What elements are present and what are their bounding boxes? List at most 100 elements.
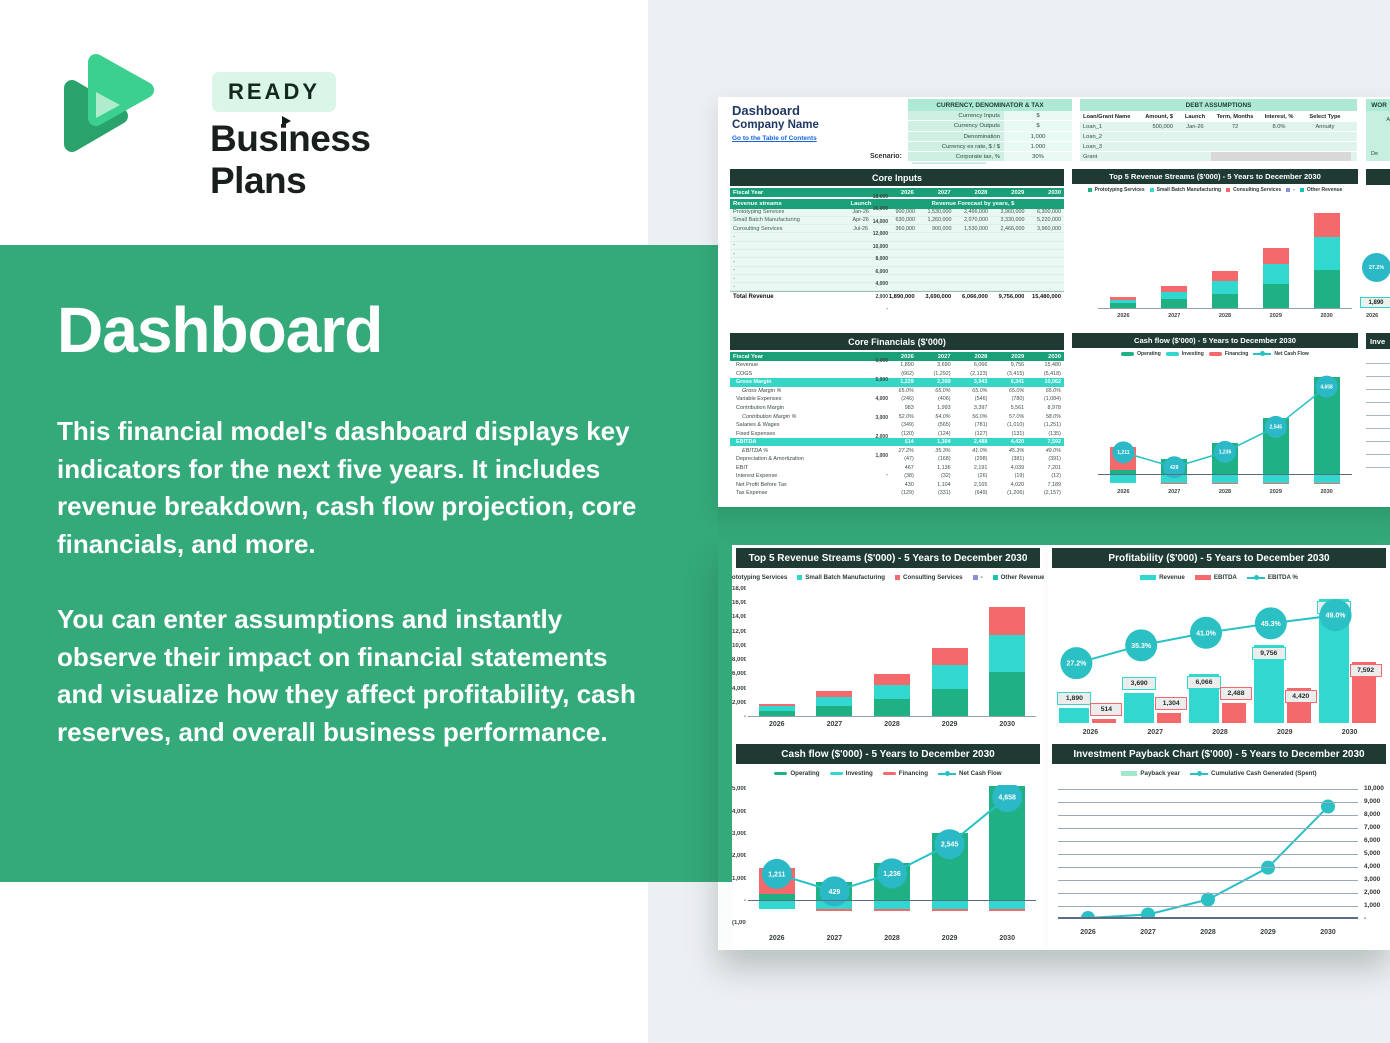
financial-value: (565) — [938, 422, 951, 429]
y-tick-label: 8,000 — [1364, 811, 1381, 818]
debt-header: Select Type — [1309, 113, 1341, 120]
data-bubble — [1125, 629, 1158, 662]
legend-item: Consulting Services — [895, 574, 963, 581]
ebitda-value-label: 4,420 — [1284, 689, 1317, 703]
y-tick-label: 5,000 — [732, 786, 746, 793]
financial-value: (546) — [974, 396, 988, 403]
stream-value: 900,000 — [895, 209, 916, 216]
legend-item: Prototyping Services — [732, 574, 787, 581]
total-value: 9,756,000 — [998, 293, 1025, 300]
core-financials-rows: Revenue 1,890 3,690 6,066 9,756 15,480 COGS (66… — [730, 361, 1064, 498]
revenue-stream-row: - — [730, 241, 1064, 250]
x-tick-label: 2027 — [826, 935, 843, 942]
panel-cashflow-bottom: Cash flow ($'000) - 5 Years to December … — [732, 741, 1044, 950]
y-tick-label: 6,000 — [875, 268, 888, 275]
financial-label: Depreciation & Amortization — [736, 456, 804, 463]
financial-value: 58.0% — [1045, 413, 1061, 420]
bar-segment — [758, 706, 795, 711]
y-tick-label: 14,000 — [732, 614, 746, 621]
stream-value: 1,530,000 — [964, 225, 988, 232]
financial-value: (1,010) — [1007, 422, 1025, 429]
financial-value: 3,397 — [973, 405, 988, 411]
x-tick-label: 2030 — [999, 721, 1015, 728]
revenue-stream-row: Small Batch Manufacturing Apr-26 630,000 1,… — [730, 216, 1064, 226]
debt-cell — [1135, 152, 1179, 161]
legend-label: - — [1293, 187, 1295, 193]
revenue-stream-row: - — [730, 249, 1064, 259]
debt-row: Loan_1 500,000 Jan-26 72 8.0% Annuity — [1080, 121, 1357, 132]
debt-cell — [1259, 142, 1299, 151]
x-tick-label: 2029 — [1260, 929, 1276, 936]
data-bubble — [1190, 616, 1222, 649]
x-tick-label: 2029 — [1269, 313, 1282, 319]
revenue-value-label: 1,890 — [1360, 297, 1390, 308]
ebitda-bar — [1157, 712, 1182, 723]
chart-line: 429 — [1170, 465, 1179, 471]
financial-value: 1,890 — [900, 362, 914, 369]
financial-value: 9,756 — [1010, 362, 1025, 369]
table-of-contents-link[interactable]: Go to the Table of Contents — [732, 135, 817, 142]
chart-cashflow-top: Cash flow ($'000) - 5 Years to December … — [875, 333, 1358, 501]
financial-value: 57.0% — [1008, 413, 1025, 420]
financial-value: 35.3% — [935, 447, 951, 454]
y-tick-label: 3,000 — [875, 415, 888, 422]
bar-segment-negative — [1212, 482, 1238, 484]
financial-value: (406) — [938, 396, 951, 403]
legend-item: Net Cash Flow — [937, 770, 1002, 777]
chart-line: 4,658 — [1320, 384, 1333, 390]
hero-paragraph-1: This financial model's dashboard display… — [57, 416, 637, 560]
bar-segment — [931, 647, 968, 666]
data-bubble — [761, 858, 792, 889]
chart-plot: 18,000 16,000 14,000 12,000 10,000 8,000 6,000… — [732, 586, 1036, 728]
debt-cell — [1179, 142, 1211, 151]
working-capital-panel-clipped: WOR A De — [1366, 99, 1390, 161]
bars — [748, 589, 1036, 717]
stream-name: - — [733, 242, 735, 249]
bar-segment-negative — [874, 900, 910, 910]
core-inputs-table: Core Inputs Fiscal Year 2026 2027 2028 2029 2… — [730, 169, 1064, 302]
financial-row: Salaries & Wages (349) (565) (781) (1,010) (1… — [730, 420, 1064, 430]
ebitda-value-label: 514 — [1090, 702, 1123, 716]
--legend-icon — [972, 575, 978, 580]
financial-row: Revenue 1,890 3,690 6,066 9,756 15,480 — [730, 361, 1064, 370]
chart-title: Cash flow ($'000) - 5 Years to December … — [736, 744, 1040, 764]
chart-line: 429 — [829, 889, 841, 896]
chart-plot: 5,000 4,000 3,000 2,000 1,000 - (1,000) 1,211 4… — [732, 785, 1036, 942]
green-divider-band — [718, 507, 1390, 545]
financial-value: (298) — [974, 456, 988, 463]
financial-value: 1,104 — [937, 481, 951, 488]
bar-segment — [1262, 263, 1289, 285]
play-logo-icon — [64, 54, 154, 152]
currency-label: Denomination — [908, 131, 1004, 141]
brand-logo: READY Business Plans — [50, 40, 470, 201]
data-bubble — [1141, 907, 1155, 919]
financial-value: (649) — [974, 490, 988, 497]
bar-segment — [989, 672, 1026, 717]
revenue-stream-row: - — [730, 283, 1064, 292]
financial-row: Contribution Margin 983 1,993 3,397 5,561 8,9… — [730, 403, 1064, 413]
core-inputs-title: Core Inputs — [730, 169, 1064, 186]
gridline — [1058, 854, 1358, 855]
revenue-stream-row: Prototyping Services Jan-26 900,000 1,530,0… — [730, 208, 1064, 217]
chart-plot: 18,000 16,000 14,000 12,000 10,000 8,000 6,000… — [873, 194, 1352, 319]
stream-name: Small Batch Manufacturing — [733, 217, 800, 224]
stream-name: - — [733, 234, 735, 241]
financial-value: 2,399 — [937, 379, 951, 386]
financial-value: 1,229 — [900, 379, 914, 386]
bar-segment — [816, 697, 853, 707]
debt-row: Grant — [1080, 151, 1357, 162]
debt-cell — [1259, 132, 1299, 141]
x-label: 2026 — [1366, 313, 1379, 319]
revenue-stream-row: - — [730, 258, 1064, 267]
financial-value: 430 — [904, 481, 914, 488]
debt-row: Loan_3 — [1080, 141, 1357, 152]
x-tick-label: 2027 — [826, 721, 843, 728]
revenue-bar — [1059, 707, 1090, 723]
x-tick-label: 2030 — [1341, 729, 1358, 736]
stream-name: Consulting Services — [733, 225, 783, 232]
financial-row: EBIT 467 1,136 2,191 4,039 7,201 — [730, 463, 1064, 473]
gridline — [1366, 428, 1390, 429]
y-tick-label: 14,000 — [872, 218, 888, 225]
ebitda-bar — [1092, 718, 1117, 723]
currency-row: Currency Inputs $ — [908, 111, 1072, 122]
